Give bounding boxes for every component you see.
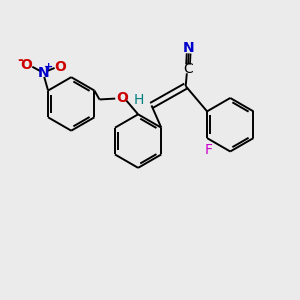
Text: C: C: [183, 62, 193, 76]
Text: -: -: [17, 53, 23, 67]
Text: N: N: [183, 41, 194, 56]
Text: O: O: [116, 91, 128, 105]
Text: H: H: [134, 93, 144, 107]
Text: F: F: [205, 143, 213, 158]
Text: N: N: [38, 66, 50, 80]
Text: O: O: [20, 58, 32, 72]
Text: O: O: [54, 60, 66, 74]
Text: +: +: [44, 62, 54, 72]
